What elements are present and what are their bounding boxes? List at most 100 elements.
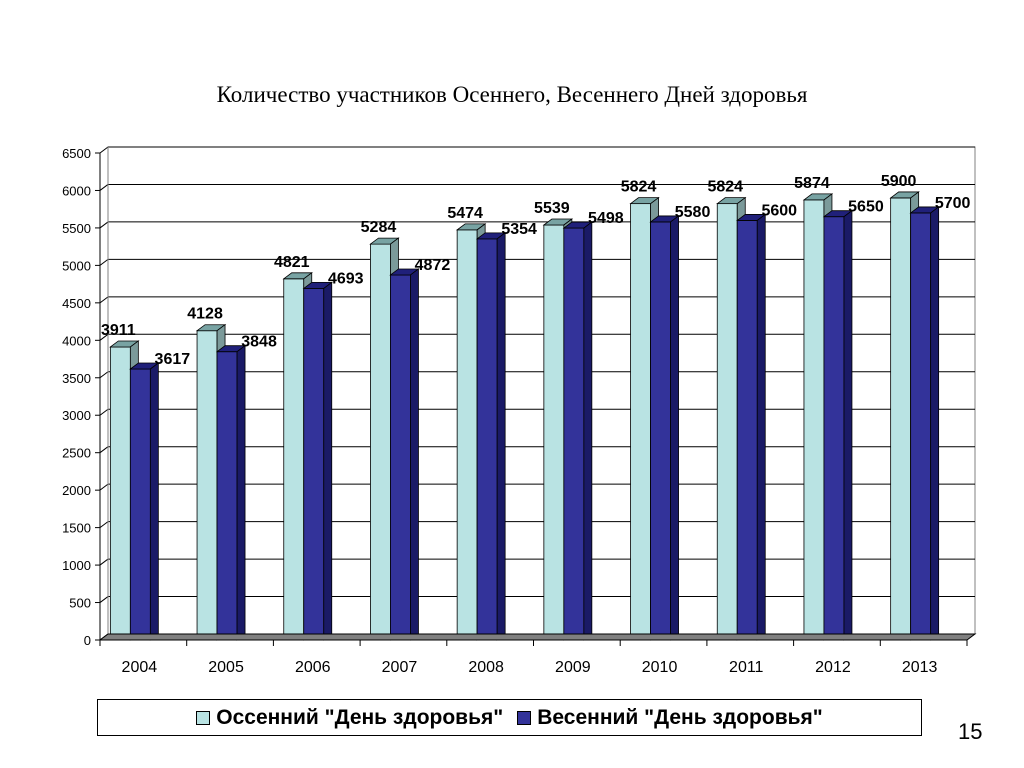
y-axis: 0 500 1000 1500 2000 2500 3000 3500 4000 4500 5000… [62, 146, 109, 648]
plot-floor [98, 633, 977, 641]
bar-spring-2012 [822, 209, 854, 641]
x-axis: 2004 2005 2006 2007 2008 2009 2010 2011 2012 2013 [98, 633, 977, 676]
y-tick-label: 3500 [62, 371, 91, 386]
bar-front [216, 351, 238, 641]
x-tick-label: 2004 [122, 659, 158, 676]
bar-spring-2006 [302, 281, 333, 641]
bar-front [563, 227, 585, 641]
data-label-spring-2009: 5498 [588, 210, 624, 227]
gridline-depth [99, 184, 109, 191]
data-label-spring-2011: 5600 [761, 202, 797, 219]
bar-side [496, 232, 506, 641]
data-label-autumn-2013: 5900 [881, 173, 917, 190]
y-tick-label: 1000 [62, 558, 91, 573]
bar-front [716, 203, 738, 641]
gridline-depth [99, 333, 109, 341]
data-label-spring-2006: 4693 [328, 270, 364, 287]
y-tick-label: 4500 [62, 296, 91, 311]
bar-side [930, 206, 940, 641]
data-label-spring-2008: 5354 [501, 221, 537, 238]
bar-side [410, 268, 419, 641]
chart-title: Количество участников Осеннего, Весеннег… [216, 82, 808, 107]
bar-front [543, 224, 565, 641]
bar-front [196, 330, 218, 641]
gridline-depth [99, 296, 109, 304]
bar-spring-2007 [389, 268, 420, 641]
bar-front [803, 199, 825, 641]
data-label-autumn-2008: 5474 [447, 205, 483, 222]
bar-front [283, 278, 305, 641]
gridline-depth [99, 221, 109, 229]
gridline-depth [99, 558, 109, 566]
data-labels: 3911 3617 4128 3848 4821 4693 5284 4872 5474 5354… [101, 173, 971, 368]
bar-spring-2010 [649, 215, 680, 641]
bar-front [890, 197, 912, 641]
bar-side [149, 362, 159, 641]
legend-label-autumn: Оссенний "День здоровья" [216, 705, 504, 729]
gridline-depth [99, 596, 109, 603]
gridline-depth [99, 521, 109, 529]
bar-side [583, 221, 593, 641]
data-label-autumn-2010: 5824 [621, 179, 657, 196]
bar-front [390, 274, 411, 641]
y-tick-label: 5500 [62, 221, 91, 236]
data-label-autumn-2006: 4821 [274, 254, 310, 271]
data-label-autumn-2011: 5824 [707, 179, 743, 196]
data-label-spring-2012: 5650 [848, 199, 884, 216]
y-tick-label: 500 [69, 596, 91, 611]
bar-front [303, 287, 325, 641]
data-label-autumn-2007: 5284 [361, 219, 397, 236]
bar-front [370, 243, 391, 641]
bar-side [843, 209, 853, 641]
y-tick-label: 6000 [62, 183, 91, 198]
bar-spring-2011 [736, 213, 767, 641]
data-label-spring-2007: 4872 [415, 257, 451, 274]
y-tick-label: 5000 [62, 258, 91, 273]
bar-front [129, 368, 151, 641]
gridline-depth [99, 371, 109, 379]
bar-spring-2013 [909, 206, 940, 641]
legend-swatch-autumn [196, 710, 211, 725]
bar-front [476, 238, 498, 641]
x-tick-label: 2012 [815, 659, 851, 676]
page-number: 15 [958, 719, 983, 744]
data-label-spring-2013: 5700 [935, 195, 971, 212]
legend-label-spring: Весенний "День здоровья" [537, 705, 823, 729]
bar-spring-2005 [215, 344, 247, 641]
x-tick-label: 2010 [642, 659, 678, 676]
bar-side [323, 281, 333, 641]
y-tick-label: 2500 [62, 446, 91, 461]
data-label-autumn-2009: 5539 [534, 200, 570, 217]
gridline-depth [99, 408, 109, 416]
bar-spring-2004 [129, 362, 160, 641]
data-label-spring-2010: 5580 [675, 204, 711, 221]
data-label-spring-2004: 3617 [155, 351, 191, 368]
gridline-depth [99, 483, 109, 491]
x-tick-label: 2013 [902, 659, 938, 676]
bar-spring-2009 [562, 221, 594, 641]
bar-front [910, 212, 932, 641]
legend-item-autumn: Оссенний "День здоровья" [196, 706, 503, 730]
bar-front [456, 229, 478, 641]
x-tick-label: 2009 [555, 659, 591, 676]
bar-front [109, 346, 131, 641]
data-label-autumn-2004: 3911 [101, 322, 136, 339]
x-tick-label: 2006 [295, 659, 331, 676]
gridline-depth [99, 446, 109, 454]
x-tick-label: 2005 [208, 659, 244, 676]
bar-front [650, 221, 671, 641]
bar-chart: 0 500 1000 1500 2000 2500 3000 3500 4000 4500 5000… [62, 146, 977, 676]
y-tick-label: 3000 [62, 408, 91, 423]
bar-front [630, 203, 651, 641]
y-tick-label: 1500 [62, 521, 91, 536]
data-label-spring-2005: 3848 [241, 334, 277, 351]
data-label-autumn-2005: 4128 [187, 306, 223, 323]
bar-front [736, 220, 758, 641]
x-tick-label: 2008 [468, 659, 504, 676]
legend-swatch-spring [517, 710, 532, 725]
x-tick-label: 2011 [729, 659, 764, 676]
x-tick-label: 2007 [382, 659, 418, 676]
y-tick-label: 2000 [62, 483, 91, 498]
bar-side [670, 215, 679, 641]
y-tick-label: 4000 [62, 333, 91, 348]
